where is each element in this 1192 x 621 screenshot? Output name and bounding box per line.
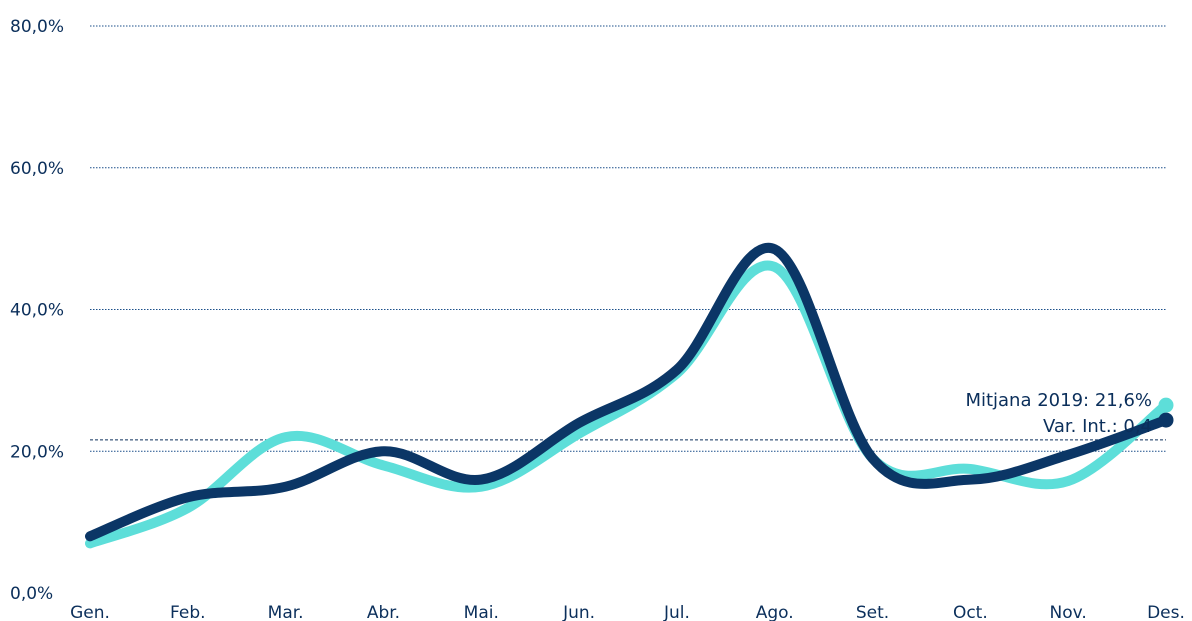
x-tick-label: Gen. bbox=[70, 603, 110, 621]
x-tick-label: Mai. bbox=[464, 603, 499, 621]
x-tick-label: Nov. bbox=[1050, 603, 1087, 621]
y-tick-label: 20,0% bbox=[10, 442, 64, 462]
y-tick-label: 80,0% bbox=[10, 17, 64, 37]
series-layer bbox=[85, 242, 1174, 549]
x-tick-label: Ago. bbox=[756, 603, 794, 621]
y-axis-ticks: 0,0% 20,0% 40,0% 60,0% 80,0% bbox=[10, 17, 64, 604]
reference-label-mean: Mitjana 2019: 21,6% bbox=[965, 390, 1152, 411]
x-tick-label: Des. bbox=[1147, 603, 1185, 621]
y-tick-label: 40,0% bbox=[10, 301, 64, 321]
x-tick-label: Mar. bbox=[268, 603, 304, 621]
series-endpoint-marker-1 bbox=[1158, 397, 1174, 413]
series-endpoint-marker-2 bbox=[1158, 412, 1174, 428]
series-line-2 bbox=[85, 242, 1171, 542]
y-tick-label: 0,0% bbox=[10, 584, 53, 604]
x-tick-label: Abr. bbox=[367, 603, 400, 621]
x-axis-ticks: Gen. Feb. Mar. Abr. Mai. Jun. Jul. Ago. Set. Oct.… bbox=[70, 603, 1185, 621]
x-tick-label: Jun. bbox=[562, 603, 595, 621]
x-tick-label: Feb. bbox=[170, 603, 206, 621]
x-tick-label: Jul. bbox=[663, 603, 690, 621]
y-tick-label: 60,0% bbox=[10, 159, 64, 179]
x-tick-label: Oct. bbox=[953, 603, 988, 621]
grid-lines bbox=[90, 25, 1166, 452]
reference-label-variation: Var. Int.: 0,4 bbox=[1043, 416, 1152, 437]
x-tick-label: Set. bbox=[856, 603, 889, 621]
